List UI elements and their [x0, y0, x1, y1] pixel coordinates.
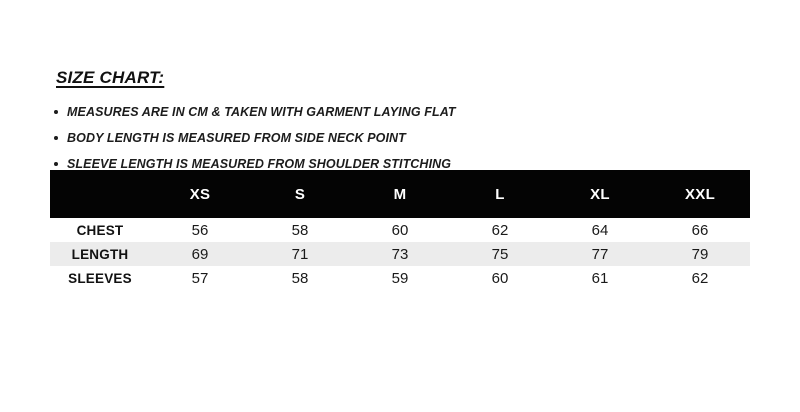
table-cell: 60	[491, 269, 509, 287]
notes-list: MEASURES ARE IN CM & TAKEN WITH GARMENT …	[54, 99, 574, 177]
header-cell-size: M	[350, 170, 450, 218]
size-table: XS S M L XL XXL CHEST 56 58 60 62 64 66 …	[50, 170, 750, 290]
table-cell: 77	[550, 242, 650, 266]
table-cell: 73	[350, 242, 450, 266]
note-item: MEASURES ARE IN CM & TAKEN WITH GARMENT …	[54, 99, 574, 125]
row-label: LENGTH	[50, 242, 150, 266]
size-table-body: CHEST 56 58 60 62 64 66 LENGTH 69 71 73 …	[50, 218, 750, 290]
table-cell: 59	[391, 269, 409, 287]
table-cell: 57	[191, 269, 209, 287]
header-row: XS S M L XL XXL	[50, 170, 750, 218]
note-text: MEASURES ARE IN CM & TAKEN WITH GARMENT …	[67, 105, 456, 119]
table-cell: 60	[391, 221, 409, 239]
row-label: SLEEVES	[68, 270, 132, 286]
header-cell-size: XL	[550, 170, 650, 218]
table-row-chest: CHEST 56 58 60 62 64 66	[50, 218, 750, 242]
table-cell: 69	[150, 242, 250, 266]
page-title: SIZE CHART:	[56, 68, 165, 87]
bullet-icon	[54, 162, 58, 166]
table-cell: 71	[250, 242, 350, 266]
note-text: BODY LENGTH IS MEASURED FROM SIDE NECK P…	[67, 131, 406, 145]
header-cell-size: XS	[150, 170, 250, 218]
bullet-icon	[54, 136, 58, 140]
table-cell: 58	[291, 221, 309, 239]
note-item: BODY LENGTH IS MEASURED FROM SIDE NECK P…	[54, 125, 574, 151]
header-cell-size: XXL	[650, 170, 750, 218]
table-cell: 62	[491, 221, 509, 239]
table-cell: 58	[291, 269, 309, 287]
table-cell: 66	[691, 221, 709, 239]
table-cell: 56	[191, 221, 209, 239]
table-cell: 79	[650, 242, 750, 266]
table-cell: 64	[591, 221, 609, 239]
row-label: CHEST	[76, 222, 124, 238]
note-item: SLEEVE LENGTH IS MEASURED FROM SHOULDER …	[54, 151, 574, 177]
header-cell-empty	[50, 170, 150, 218]
header-cell-size: S	[250, 170, 350, 218]
table-row-length: LENGTH 69 71 73 75 77 79	[50, 242, 750, 266]
table-row-sleeves: SLEEVES 57 58 59 60 61 62	[50, 266, 750, 290]
table-cell: 62	[691, 269, 709, 287]
table-cell: 61	[591, 269, 609, 287]
header-cell-size: L	[450, 170, 550, 218]
table-cell: 75	[450, 242, 550, 266]
note-text: SLEEVE LENGTH IS MEASURED FROM SHOULDER …	[67, 157, 452, 171]
bullet-icon	[54, 110, 58, 114]
size-table-header: XS S M L XL XXL	[50, 170, 750, 218]
